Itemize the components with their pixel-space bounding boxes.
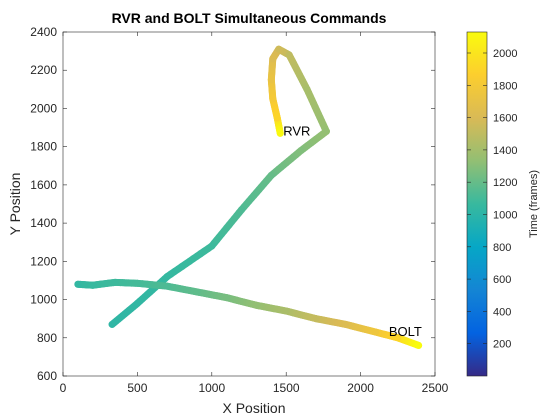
series-bolt	[74, 278, 423, 349]
rvr-point	[269, 95, 277, 103]
rvr-point	[163, 273, 171, 281]
rvr-point	[303, 85, 311, 93]
rvr-point	[273, 114, 281, 122]
y-tick-label: 2000	[30, 101, 57, 115]
y-tick-label: 800	[37, 331, 57, 345]
rvr-point	[269, 55, 277, 63]
colorbar-tick-label: 1000	[493, 209, 517, 221]
bolt-point	[342, 320, 350, 328]
y-tick-label: 1200	[30, 254, 57, 268]
rvr-point	[275, 45, 283, 53]
bolt-point	[415, 341, 423, 349]
colorbar-tick-label: 1200	[493, 177, 517, 189]
bolt-point	[282, 307, 290, 315]
rvr-point	[133, 299, 141, 307]
bolt-point	[89, 281, 97, 289]
y-tick-label: 2400	[30, 25, 57, 39]
colorbar-tick-label: 1400	[493, 145, 517, 157]
bolt-point	[74, 280, 82, 288]
bolt-point	[371, 328, 379, 336]
annotation-bolt: BOLT	[389, 324, 422, 339]
rvr-point	[238, 206, 246, 214]
bolt-point	[163, 282, 171, 290]
colorbar-tick-label: 2000	[493, 48, 517, 60]
bolt-point	[223, 294, 231, 302]
rvr-point	[108, 320, 116, 328]
bolt-point	[394, 334, 402, 342]
rvr-point	[276, 129, 284, 137]
colorbar-tick-label: 800	[493, 242, 511, 254]
x-tick-label: 2500	[422, 381, 449, 395]
y-tick-label: 1400	[30, 216, 57, 230]
x-tick-label: 1500	[273, 381, 300, 395]
bolt-point	[133, 279, 141, 287]
y-axis-label: Y Position	[7, 173, 23, 236]
annotation-rvr: RVR	[283, 123, 310, 138]
y-tick-label: 1000	[30, 293, 57, 307]
rvr-point	[322, 127, 330, 135]
y-tick-label: 1800	[30, 140, 57, 154]
rvr-point	[285, 51, 293, 59]
colorbar-tick-label: 600	[493, 274, 511, 286]
colorbar	[466, 31, 488, 377]
rvr-point	[267, 76, 275, 84]
x-tick-label: 1000	[198, 381, 225, 395]
colorbar-tick-label: 200	[493, 339, 511, 351]
chart-title: RVR and BOLT Simultaneous Commands	[112, 10, 387, 26]
colorbar-tick-label: 1800	[493, 80, 517, 92]
x-tick-label: 500	[127, 381, 147, 395]
x-tick-label: 0	[60, 381, 67, 395]
y-tick-label: 1600	[30, 178, 57, 192]
colorbar-label: Time (frames)	[528, 170, 540, 238]
rvr-point	[297, 146, 305, 154]
colorbar-tick-label: 1600	[493, 113, 517, 125]
bolt-point	[193, 288, 201, 296]
x-tick-label: 2000	[347, 381, 374, 395]
y-tick-label: 600	[37, 369, 57, 383]
bolt-point	[252, 301, 260, 309]
bolt-point	[111, 278, 119, 286]
rvr-point	[208, 242, 216, 250]
rvr-point	[267, 171, 275, 179]
series-rvr	[108, 45, 330, 328]
y-tick-label: 2200	[30, 63, 57, 77]
bolt-point	[312, 315, 320, 323]
x-axis-label: X Position	[222, 400, 285, 416]
colorbar-tick-label: 400	[493, 306, 511, 318]
